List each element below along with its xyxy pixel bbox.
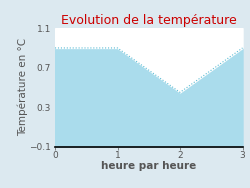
Title: Evolution de la température: Evolution de la température: [61, 14, 236, 27]
X-axis label: heure par heure: heure par heure: [101, 161, 196, 171]
Y-axis label: Température en °C: Température en °C: [17, 38, 28, 136]
